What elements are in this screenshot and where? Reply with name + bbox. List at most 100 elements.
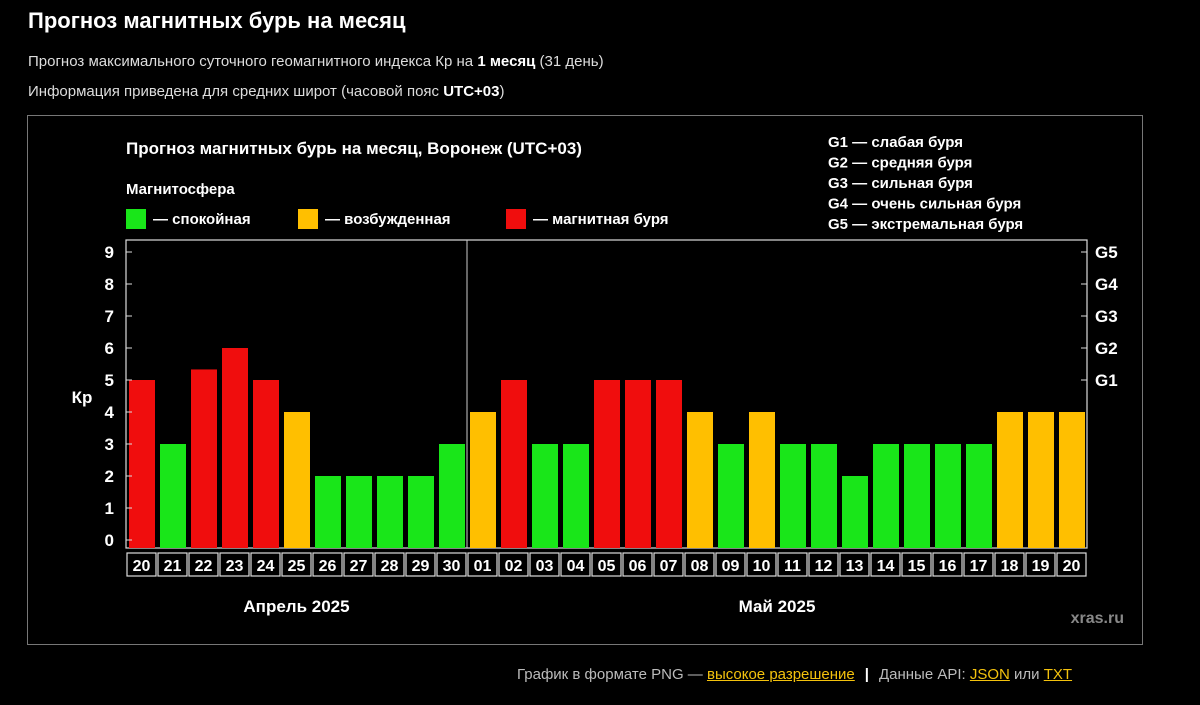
bar-day-27 [346,476,372,548]
g-tick-label: G3 [1095,307,1118,326]
bar-day-06 [625,380,651,548]
footer: График в формате PNG — высокое разрешени… [517,666,1072,683]
bar-day-24 [253,380,279,548]
x-tick-label: 15 [908,558,926,575]
x-tick-label: 07 [660,558,678,575]
x-tick-label: 05 [598,558,616,575]
png-label: График в формате PNG — [517,666,707,683]
bar-day-14 [873,444,899,548]
x-tick-label: 17 [970,558,988,575]
bar-day-13 [842,476,868,548]
x-tick-cell [839,552,870,577]
bar-day-08 [687,412,713,548]
x-tick-label: 22 [195,558,213,575]
legend-label-excited: — возбужденная [325,211,451,228]
x-tick-label: 01 [474,558,492,575]
api-label: Данные API: [878,666,970,683]
x-tick-cell [777,552,808,577]
y-tick-label: 0 [105,531,114,550]
x-tick-label: 27 [350,558,368,575]
chart-container: Прогноз магнитных бурь на месяц, Воронеж… [27,115,1143,645]
y-tick-label: 5 [105,371,114,390]
or-label: или [1009,666,1044,683]
forecast-days: (31 день) [535,53,604,70]
x-tick-label: 06 [629,558,647,575]
legend-swatch-excited [298,209,318,229]
bar-day-25 [284,412,310,548]
x-tick-label: 02 [505,558,523,575]
x-tick-cell [746,552,777,577]
g-tick-label: G1 [1095,371,1118,390]
y-tick-label: 6 [105,339,114,358]
x-tick-cell [1025,552,1056,577]
x-tick-cell [684,552,715,577]
watermark: xras.ru [1071,610,1124,627]
x-tick-cell [281,552,312,577]
json-link[interactable]: JSON [969,666,1010,683]
bar-day-22 [191,369,217,548]
x-tick-cell [808,552,839,577]
x-tick-label: 16 [939,558,957,575]
hi-res-png-link[interactable]: высокое разрешение [706,666,855,683]
bar-day-21 [160,444,186,548]
x-tick-cell [405,552,436,577]
x-tick-label: 20 [133,558,151,575]
kp-forecast-chart: Прогноз магнитных бурь на месяц, Воронеж… [72,134,1124,627]
x-tick-label: 23 [226,558,244,575]
x-tick-label: 08 [691,558,709,575]
x-tick-label: 12 [815,558,833,575]
forecast-period: 1 месяц [477,53,536,70]
x-tick-label: 20 [1063,558,1081,575]
x-tick-label: 26 [319,558,337,575]
g-scale-item: G4 — очень сильная буря [828,196,1021,213]
bar-day-04 [563,444,589,548]
y-tick-label: 3 [105,435,114,454]
x-tick-cell [901,552,932,577]
month-label: Апрель 2025 [243,597,349,616]
forecast-description-text: Прогноз максимального суточного геомагни… [28,53,478,70]
y-tick-label: 2 [105,467,114,486]
x-tick-cell [157,552,188,577]
x-tick-cell [312,552,343,577]
bar-day-12 [811,444,837,548]
bar-day-03 [532,444,558,548]
bar-day-10 [749,412,775,548]
x-tick-cell [932,552,963,577]
x-tick-cell [188,552,219,577]
x-tick-cell [715,552,746,577]
month-label: Май 2025 [739,597,816,616]
x-tick-label: 09 [722,558,740,575]
g-tick-label: G5 [1095,243,1118,262]
x-tick-cell [374,552,405,577]
latitude-info-close: ) [499,83,505,100]
forecast-description: Прогноз максимального суточного геомагни… [28,53,604,70]
x-tick-label: 29 [412,558,430,575]
x-tick-label: 25 [288,558,306,575]
bar-day-28 [377,476,403,548]
y-axis-label: Кр [72,388,93,407]
x-tick-label: 28 [381,558,399,575]
x-tick-cell [467,552,498,577]
timezone: UTC+03 [443,83,500,100]
x-tick-label: 21 [164,558,182,575]
y-tick-label: 8 [105,275,114,294]
x-tick-cell [870,552,901,577]
bar-day-01 [470,412,496,548]
x-tick-cell [219,552,250,577]
x-tick-cell [126,552,157,577]
g-tick-label: G4 [1095,275,1118,294]
bar-day-23 [222,348,248,548]
legend-title: Магнитосфера [126,181,235,198]
bar-day-17 [966,444,992,548]
x-tick-label: 03 [536,558,554,575]
x-tick-cell [622,552,653,577]
y-tick-label: 9 [105,243,114,262]
bar-day-09 [718,444,744,548]
x-tick-label: 19 [1032,558,1050,575]
latitude-info: Информация приведена для средних широт (… [28,83,504,100]
legend-swatch-storm [506,209,526,229]
txt-link[interactable]: TXT [1043,666,1073,683]
x-tick-label: 10 [753,558,771,575]
g-scale-item: G3 — сильная буря [828,175,973,192]
latitude-info-text: Информация приведена для средних широт (… [28,83,444,100]
